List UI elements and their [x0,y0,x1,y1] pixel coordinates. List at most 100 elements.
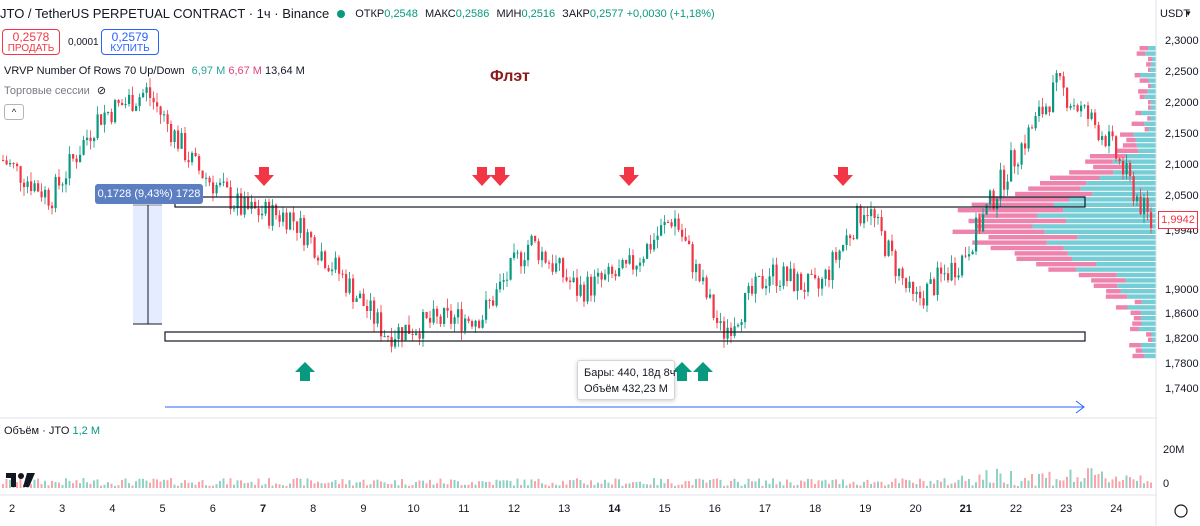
chevron-down-icon[interactable]: ▾ [1186,8,1191,18]
vp-up-row [1112,159,1156,164]
candle-body [646,243,649,259]
collapse-legend-button[interactable]: ^ [4,104,24,120]
candle-body [250,201,253,209]
volume-bar [338,483,340,488]
volume-bar [1150,482,1152,488]
volume-bar [1129,477,1131,488]
chart-header: JTO / TetherUS PERPETUAL CONTRACT · 1ч ·… [0,6,715,21]
candle-body [177,130,180,149]
flat-annotation[interactable]: Флэт [490,68,530,85]
volume-bar [600,483,603,488]
candle-body [33,183,36,192]
sessions-legend[interactable]: Торговые сессии ⊘ [4,84,106,97]
candle-body [971,251,974,255]
volume-bar [642,483,645,488]
candle-body [835,252,838,260]
candle-body [184,132,187,161]
tradingview-logo[interactable] [6,470,36,493]
volume-bar [954,482,956,488]
candle-body [779,285,782,287]
eye-off-icon[interactable]: ⊘ [96,85,107,97]
candle-body [44,189,47,198]
vp-up-row [1096,262,1156,267]
candle-body [936,267,939,296]
volume-bar [75,480,78,488]
vp-down-row [1014,251,1068,256]
indicator-legend[interactable]: VRVP Number Of Rows 70 Up/Down 6,97 M 6,… [4,65,305,77]
volume-bar [817,480,820,488]
candle-body [219,182,222,186]
resistance-box[interactable] [174,196,1086,208]
candle-body [614,273,617,277]
time-label: 7 [259,503,267,515]
volume-bar [607,482,610,488]
volume-bar [730,480,732,488]
arrow-down-icon[interactable] [490,167,510,186]
vp-up-row [1140,73,1156,78]
volume-bar [929,480,932,488]
currency-selector[interactable]: USDT [1160,8,1190,20]
volume-bar [761,485,764,488]
volume-bar [565,484,568,488]
arrow-down-icon[interactable] [833,167,853,186]
candle-body [362,293,365,307]
sell-button[interactable]: 0,2578 ПРОДАТЬ [2,29,60,55]
volume-bar [44,480,46,488]
candle-body [716,317,719,323]
candle-body [100,114,103,125]
candle-body [919,291,922,299]
volume-bar [558,485,561,488]
arrow-down-icon[interactable] [254,167,274,186]
volume-bar [677,484,680,488]
volume-bar [16,482,18,488]
volume-bar [467,484,470,488]
candle-body [796,273,799,292]
candle-body [86,137,89,141]
candle-body [884,231,887,256]
arrow-up-icon[interactable] [295,362,315,381]
time-label: 3 [59,503,66,515]
candle-body [684,236,687,241]
arrow-up-icon[interactable] [693,362,713,381]
volume-bar [887,484,890,488]
vp-down-row [1144,127,1149,132]
candle-body [978,217,981,232]
volume-bar [1090,468,1093,488]
candle-body [369,300,372,311]
candle-body [870,209,873,217]
volume-bar [681,484,683,488]
arrow-down-icon[interactable] [619,167,639,186]
candle-body [1111,131,1114,137]
indicator-total-volume: 13,64 M [265,65,305,77]
arrow-down-icon[interactable] [472,167,492,186]
volume-legend[interactable]: Объём · JTO 1,2 M [4,425,100,437]
volume-bar [905,479,907,488]
volume-bar [19,478,22,488]
buy-button[interactable]: 0,2579 КУПИТЬ [101,29,159,55]
candle-body [611,266,614,274]
candle-body [170,123,173,142]
candle-body [334,257,337,270]
candle-body [1146,198,1149,213]
support-box[interactable] [164,331,1086,342]
volume-bar [1024,477,1026,488]
volume-bar [523,479,526,488]
vp-up-row [1099,175,1156,180]
candle-body [488,299,491,301]
volume-bar [1115,476,1117,488]
candle-body [411,333,414,335]
arrow-up-icon[interactable] [672,362,692,381]
symbol-title[interactable]: JTO / TetherUS PERPETUAL CONTRACT · 1ч ·… [0,6,330,21]
vp-up-row [1032,224,1156,229]
volume-bar [184,480,186,488]
volume-bar [408,485,410,488]
candle-body [758,275,761,277]
volume-bar [261,485,263,488]
volume-bar [670,483,673,488]
candle-body [282,212,285,222]
candle-body [394,339,397,347]
time-label: 19 [859,503,872,515]
volume-bar [401,479,403,488]
settings-icon[interactable] [1174,504,1188,518]
